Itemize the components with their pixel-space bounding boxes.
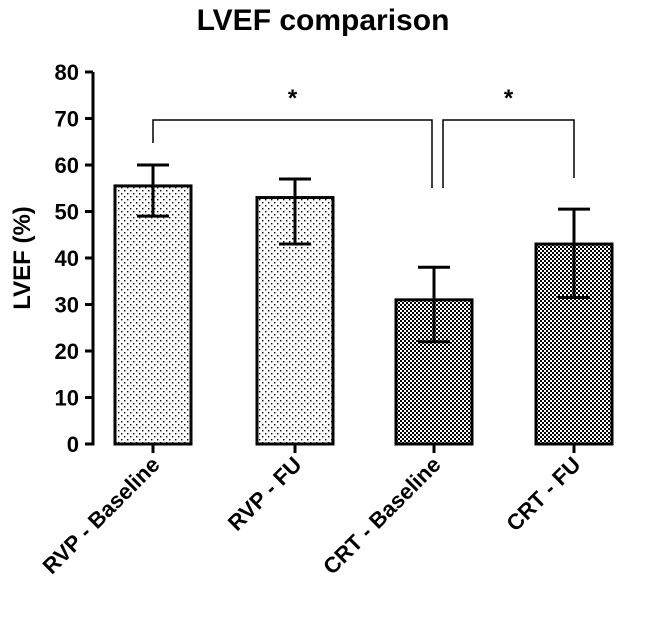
significance-bracket	[442, 119, 575, 188]
bar	[113, 184, 193, 446]
y-tick-label: 80	[55, 60, 79, 85]
y-tick-label: 60	[55, 153, 79, 178]
y-tick-label: 0	[67, 432, 79, 457]
bars	[113, 184, 614, 446]
x-tick-label: RVP - FU	[223, 452, 307, 536]
x-tick-label: CRT - FU	[501, 452, 585, 536]
significance-label: *	[288, 85, 298, 112]
significance-label: *	[504, 85, 514, 112]
chart-title: LVEF comparison	[197, 4, 450, 37]
x-axis-categories: RVP - Baseline RVP - FU CRT - Baseline CRT …	[38, 444, 586, 579]
y-tick-label: 30	[55, 293, 79, 318]
y-tick-label: 20	[55, 339, 79, 364]
y-tick-label: 50	[55, 200, 79, 225]
y-axis-label: LVEF (%)	[9, 206, 36, 310]
error-bars	[137, 163, 590, 344]
y-tick-label: 40	[55, 246, 79, 271]
y-tick-label: 10	[55, 386, 79, 411]
x-tick-label: RVP - Baseline	[38, 452, 165, 579]
significance-brackets: * *	[152, 85, 575, 188]
y-tick-label: 70	[55, 107, 79, 132]
significance-bracket	[152, 119, 433, 188]
x-tick-label: CRT - Baseline	[318, 452, 445, 579]
y-axis: 0 10 20 30 40 50 60 70 80	[55, 60, 95, 457]
